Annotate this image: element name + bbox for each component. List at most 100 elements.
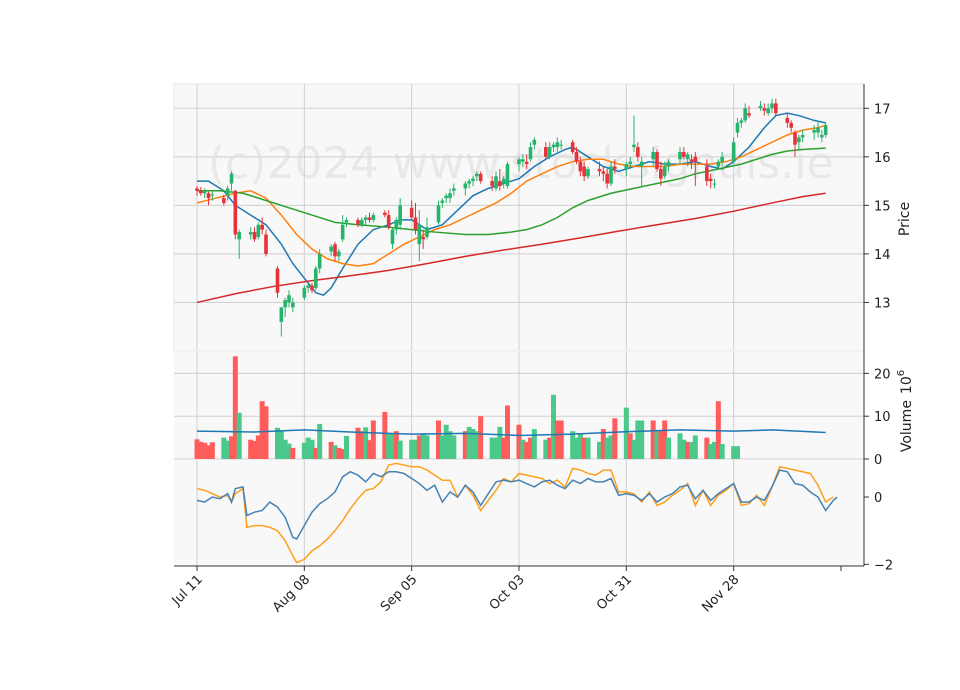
candle-body: [225, 188, 230, 196]
candle-body: [291, 302, 295, 308]
x-tick-label: Sep 05: [378, 572, 421, 615]
volume-bar: [612, 418, 618, 459]
candle-body: [337, 251, 341, 257]
volume-bar: [382, 411, 388, 459]
candle-body: [490, 181, 494, 186]
volume-bar: [731, 446, 737, 459]
volume-bar: [547, 437, 553, 459]
candle-body: [264, 234, 268, 254]
volume-bar: [355, 427, 361, 459]
candle-body: [789, 122, 793, 128]
candle-body: [816, 127, 820, 133]
volume-bar: [317, 423, 323, 459]
candle-body: [812, 130, 816, 133]
volume-bar: [501, 437, 507, 459]
candle-body: [306, 285, 310, 288]
candle-body: [256, 224, 261, 237]
candle-body: [363, 217, 368, 220]
candle-body: [279, 307, 284, 322]
candle-body: [820, 134, 824, 138]
candle-body: [797, 137, 801, 143]
price-y-tick-label: 15: [874, 199, 891, 214]
candle-body: [823, 125, 828, 135]
volume-bar: [363, 427, 369, 459]
volume-bar: [692, 435, 698, 459]
candle-body: [252, 232, 257, 240]
volume-bar: [282, 439, 288, 459]
candle-body: [705, 166, 709, 182]
volume-bar: [328, 441, 334, 459]
price-y-tick-label: 14: [874, 248, 891, 263]
volume-bar: [478, 416, 484, 459]
candle-body: [360, 219, 364, 225]
volume-bar: [263, 406, 269, 459]
candle-body: [344, 219, 349, 223]
candle-body: [547, 147, 552, 157]
volume-axis-title: Volume 106: [896, 370, 915, 452]
candle-body: [774, 103, 778, 114]
candle-body: [440, 200, 445, 203]
volume-bar: [436, 420, 441, 459]
candle-body: [731, 142, 736, 162]
volume-bar: [735, 446, 740, 459]
volume-bar: [305, 437, 311, 459]
candle-body: [371, 215, 376, 220]
volume-bar: [229, 436, 234, 459]
volume-bar: [367, 440, 372, 459]
volume-bar: [397, 440, 403, 459]
candle-body: [551, 144, 556, 148]
indicator-panel: −2 0: [174, 84, 893, 573]
candle-body: [793, 132, 797, 145]
candle-body: [317, 253, 322, 269]
volume-bar: [313, 447, 319, 459]
candle-body: [570, 142, 575, 152]
volume-bar: [344, 435, 349, 459]
candle-body: [559, 144, 563, 146]
volume-bar: [252, 441, 257, 459]
volume-bar: [209, 442, 215, 459]
candle-body: [283, 300, 287, 308]
candle-body: [720, 156, 724, 162]
volume-bar: [409, 439, 415, 459]
candle-body: [632, 144, 636, 148]
volume-bar: [551, 394, 556, 459]
volume-bar: [474, 431, 480, 459]
volume-bar: [221, 437, 227, 459]
volume-bar: [420, 433, 426, 459]
volume-bar: [443, 424, 449, 459]
volume-bar: [255, 435, 261, 459]
candle-body: [302, 287, 307, 298]
volume-bar: [677, 433, 683, 459]
x-tick-label: Aug 08: [270, 572, 313, 615]
candle-body: [494, 176, 498, 189]
candle-body: [758, 105, 763, 109]
volume-bar: [286, 443, 292, 459]
volume-bar: [689, 441, 694, 459]
candle-body: [735, 122, 740, 133]
volume-bar: [543, 439, 549, 459]
moving-average-line-2: [196, 124, 826, 267]
candle-body: [471, 178, 475, 182]
moving-average-line-3: [197, 147, 826, 236]
volume-bar: [198, 441, 204, 459]
candle-body: [199, 190, 203, 194]
volume-bar: [581, 437, 587, 459]
candle-body: [260, 224, 264, 230]
moving-average-line-4: [196, 192, 826, 304]
candle-body: [708, 178, 713, 182]
volume-bar: [416, 435, 422, 459]
candle-body: [229, 173, 234, 184]
volume-bar: [520, 439, 526, 459]
candle-body: [448, 193, 452, 199]
candle-body: [655, 151, 659, 169]
candle-body: [386, 215, 391, 228]
volume-bar: [259, 401, 265, 459]
candle-body: [195, 188, 199, 191]
candle-body: [340, 224, 345, 240]
candle-body: [310, 285, 314, 291]
volume-bar: [712, 441, 717, 459]
volume-bar: [666, 437, 671, 459]
candle-body: [394, 219, 399, 230]
volume-bar: [236, 412, 242, 459]
candle-body: [712, 183, 717, 185]
